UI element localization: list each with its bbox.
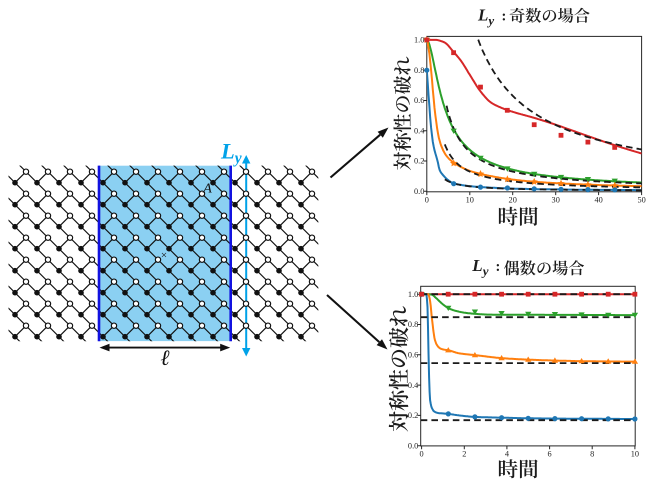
svg-text:0.2: 0.2 (414, 157, 424, 166)
svg-text::: : (502, 9, 507, 25)
svg-text:0.4: 0.4 (414, 126, 425, 135)
svg-text:4: 4 (505, 450, 510, 459)
svg-text:0.0: 0.0 (414, 187, 424, 196)
svg-text:0.6: 0.6 (408, 351, 418, 360)
svg-text:0.0: 0.0 (408, 441, 418, 450)
svg-text:10: 10 (466, 195, 474, 204)
svg-text:10: 10 (631, 450, 639, 459)
svg-text:8: 8 (590, 450, 594, 459)
svg-text:30: 30 (552, 195, 560, 204)
svg-text:0.4: 0.4 (408, 381, 419, 390)
svg-text:0.6: 0.6 (414, 96, 424, 105)
svg-text:0.2: 0.2 (408, 411, 418, 420)
svg-text::: : (496, 259, 501, 275)
svg-text:A: A (202, 182, 212, 197)
svg-text:1.0: 1.0 (414, 36, 424, 45)
svg-text:ℓ: ℓ (160, 345, 170, 370)
svg-text:×: × (161, 250, 167, 262)
svg-text:20: 20 (509, 195, 517, 204)
svg-text:2: 2 (462, 450, 466, 459)
svg-text:0: 0 (425, 195, 429, 204)
svg-text:1.0: 1.0 (408, 290, 418, 299)
svg-text:6: 6 (548, 450, 552, 459)
svg-text:40: 40 (594, 195, 602, 204)
svg-text:50: 50 (637, 195, 645, 204)
svg-text:0.8: 0.8 (408, 320, 418, 329)
svg-text:0: 0 (420, 450, 424, 459)
svg-text:0.8: 0.8 (414, 66, 424, 75)
